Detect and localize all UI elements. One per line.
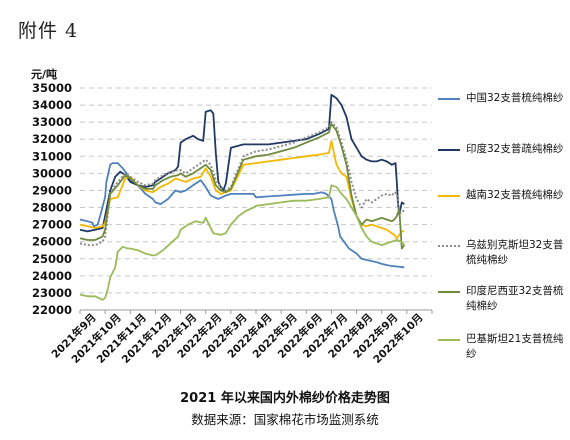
legend-swatch <box>438 149 460 151</box>
y-tick-label: 32000 <box>32 132 72 146</box>
legend-label: 乌兹别克斯坦32支普梳纯棉纱 <box>466 239 564 266</box>
x-axis: 2021年9月2021年10月2021年11月2021年12月2022年1月20… <box>49 309 433 366</box>
y-tick-label: 33000 <box>32 115 72 129</box>
y-tick-label: 35000 <box>32 81 72 95</box>
y-tick-label: 25000 <box>32 252 72 266</box>
chart-source: 数据来源：国家棉花市场监测系统 <box>191 412 379 427</box>
series-line-3 <box>79 121 405 247</box>
legend-label: 中国32支普梳纯棉纱 <box>466 92 564 104</box>
y-tick-label: 23000 <box>32 286 72 300</box>
legend-swatch <box>438 98 460 100</box>
y-tick-label: 22000 <box>32 303 72 317</box>
y-tick-label: 28000 <box>32 201 72 215</box>
y-tick-label: 26000 <box>32 235 72 249</box>
y-tick-label: 31000 <box>32 149 72 163</box>
y-tick-label: 30000 <box>32 166 72 180</box>
legend-swatch <box>438 291 460 293</box>
series-line-5 <box>79 184 406 301</box>
gridlines <box>80 87 432 294</box>
legend-swatch <box>438 339 460 341</box>
chart-title: 2021 年以来国内外棉纱价格走势图 <box>180 391 390 406</box>
series-line-2 <box>79 139 405 240</box>
attachment-label: 附件 4 <box>18 20 79 42</box>
series-line-0 <box>79 162 405 269</box>
legend-label: 越南32支普梳纯棉纱 <box>466 189 564 201</box>
series-lines <box>79 93 406 301</box>
series-line-4 <box>79 123 406 250</box>
legend-label: 巴基斯坦21支普梳纯纱 <box>466 333 564 360</box>
legend-swatch <box>438 195 460 197</box>
y-tick-label: 24000 <box>32 269 72 283</box>
y-axis-ticks: 22000 23000 24000 25000 26000 27000 28000 29000… <box>32 81 72 317</box>
y-tick-label: 27000 <box>32 218 72 232</box>
y-tick-label: 29000 <box>32 183 72 197</box>
y-axis-unit-label: 元/吨 <box>31 68 58 81</box>
legend-label: 印度32支普疏纯棉纱 <box>466 143 564 155</box>
legend-swatch <box>438 245 460 247</box>
y-tick-label: 34000 <box>32 98 72 112</box>
legend-label: 印度尼西亚32支普梳纯棉纱 <box>466 285 564 312</box>
